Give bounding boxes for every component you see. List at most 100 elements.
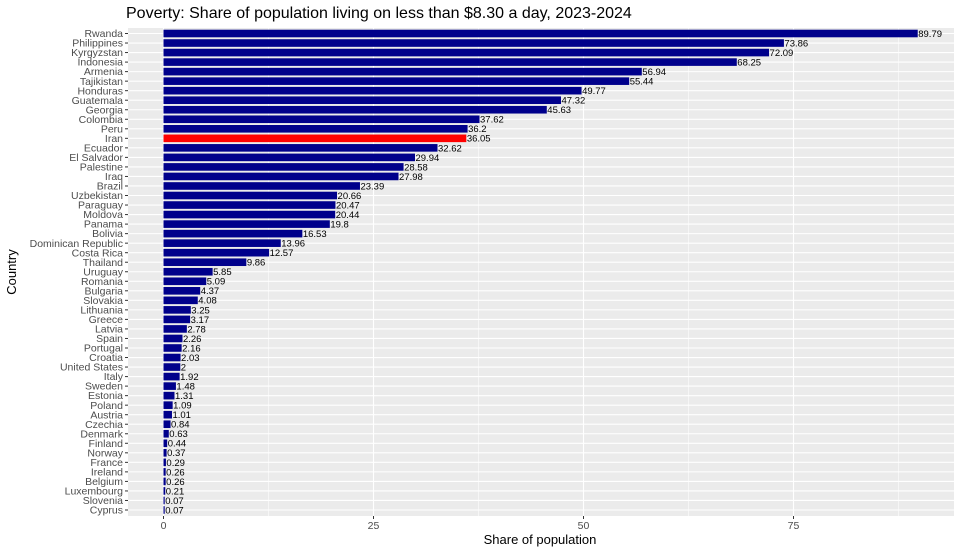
bar-uruguay bbox=[163, 267, 213, 276]
y-tick-label: Iran bbox=[105, 133, 123, 145]
bar-luxembourg bbox=[163, 487, 166, 495]
value-label: 47.32 bbox=[561, 96, 585, 107]
y-tick-label: Moldova bbox=[83, 209, 123, 221]
y-tick-label: Uzbekistan bbox=[71, 190, 123, 202]
bar-greece bbox=[163, 315, 191, 324]
y-tick-label: Panama bbox=[84, 219, 123, 231]
bar-czechia bbox=[163, 420, 171, 429]
x-tick-label: 75 bbox=[788, 520, 800, 532]
value-label: 27.98 bbox=[399, 172, 423, 183]
value-label: 5.85 bbox=[213, 267, 232, 278]
y-tick-label: Denmark bbox=[80, 428, 123, 440]
bars-group bbox=[163, 29, 918, 514]
x-tick-label: 25 bbox=[368, 520, 380, 532]
value-label: 23.39 bbox=[360, 181, 384, 192]
y-axis-title: Country bbox=[4, 249, 19, 295]
y-tick-label: Paraguay bbox=[78, 200, 124, 212]
x-axis-title: Share of population bbox=[484, 532, 597, 547]
value-label: 1.01 bbox=[172, 410, 191, 421]
y-tick-label: Iraq bbox=[105, 171, 123, 183]
bar-estonia bbox=[163, 391, 175, 400]
y-tick-label: Sweden bbox=[85, 381, 123, 393]
bar-italy bbox=[163, 372, 180, 381]
bar-portugal bbox=[163, 344, 182, 352]
bar-bolivia bbox=[163, 229, 303, 238]
y-tick-label: Guatemala bbox=[72, 95, 124, 107]
value-label: 1.09 bbox=[173, 401, 192, 412]
value-label: 73.86 bbox=[784, 38, 808, 49]
bar-slovenia bbox=[163, 496, 165, 505]
bar-romania bbox=[163, 277, 207, 286]
value-label: 3.17 bbox=[191, 315, 210, 326]
value-label: 0.63 bbox=[169, 429, 188, 440]
value-label: 45.63 bbox=[547, 105, 571, 116]
value-label: 68.25 bbox=[737, 57, 761, 68]
bar-moldova bbox=[163, 210, 336, 219]
value-label: 12.57 bbox=[270, 248, 294, 259]
y-tick-label: Costa Rica bbox=[72, 247, 124, 259]
value-label: 4.37 bbox=[201, 286, 220, 297]
bar-france bbox=[163, 458, 166, 467]
bar-ecuador bbox=[163, 144, 438, 152]
y-tick-label: Ireland bbox=[91, 466, 123, 478]
value-label: 3.25 bbox=[191, 305, 210, 316]
value-label: 0.37 bbox=[167, 448, 186, 459]
y-tick-label: El Salvador bbox=[69, 152, 123, 164]
bar-united-states bbox=[163, 363, 181, 371]
value-label: 0.84 bbox=[171, 420, 190, 431]
value-label: 36.05 bbox=[467, 134, 491, 145]
y-tick-label: Indonesia bbox=[77, 57, 123, 69]
value-label: 4.08 bbox=[198, 296, 217, 307]
bar-honduras bbox=[163, 86, 582, 95]
y-tick-label: Estonia bbox=[88, 390, 123, 402]
bar-cyprus bbox=[163, 506, 165, 514]
bar-norway bbox=[163, 449, 167, 457]
bar-paraguay bbox=[163, 201, 336, 209]
bar-uzbekistan bbox=[163, 191, 338, 200]
bar-slovakia bbox=[163, 296, 198, 305]
bar-rwanda bbox=[163, 29, 918, 38]
bar-peru bbox=[163, 125, 468, 133]
value-label: 28.58 bbox=[404, 162, 428, 173]
y-tick-label: Poland bbox=[90, 400, 123, 412]
bar-iran bbox=[163, 134, 467, 143]
bar-georgia bbox=[163, 105, 547, 114]
y-tick-label: Armenia bbox=[84, 66, 123, 78]
value-label: 1.31 bbox=[175, 391, 194, 402]
bar-spain bbox=[163, 334, 183, 343]
value-label: 0.26 bbox=[166, 477, 185, 488]
y-tick-label: Uruguay bbox=[83, 266, 123, 278]
value-label: 2.03 bbox=[181, 353, 200, 364]
bar-indonesia bbox=[163, 58, 737, 66]
value-label: 1.48 bbox=[176, 382, 195, 393]
bar-latvia bbox=[163, 325, 187, 333]
value-label: 20.47 bbox=[336, 200, 360, 211]
y-tick-label: Finland bbox=[89, 438, 124, 450]
y-tick-label: Bulgaria bbox=[84, 285, 123, 297]
y-tick-label: Rwanda bbox=[84, 28, 123, 40]
bar-guatemala bbox=[163, 96, 561, 105]
bar-iraq bbox=[163, 172, 399, 181]
bar-sweden bbox=[163, 382, 176, 390]
bar-finland bbox=[163, 439, 168, 448]
value-label: 49.77 bbox=[582, 86, 606, 97]
bar-palestine bbox=[163, 163, 404, 171]
y-tick-label: Slovenia bbox=[83, 495, 123, 507]
bar-lithuania bbox=[163, 306, 191, 314]
bar-philippines bbox=[163, 39, 784, 47]
y-tick-label: Romania bbox=[81, 276, 123, 288]
bar-armenia bbox=[163, 67, 642, 76]
x-tick-label: 50 bbox=[578, 520, 590, 532]
y-axis: RwandaPhilippinesKyrgyzstanIndonesiaArme… bbox=[30, 28, 128, 517]
bar-croatia bbox=[163, 353, 181, 362]
value-label: 0.21 bbox=[166, 486, 185, 497]
value-label: 2.26 bbox=[183, 334, 202, 345]
y-tick-label: Italy bbox=[104, 371, 124, 383]
y-tick-label: Georgia bbox=[86, 104, 124, 116]
bar-costa-rica bbox=[163, 248, 270, 257]
y-tick-label: Cyprus bbox=[90, 505, 123, 517]
bar-kyrgyzstan bbox=[163, 48, 770, 57]
y-tick-label: Dominican Republic bbox=[30, 238, 123, 250]
